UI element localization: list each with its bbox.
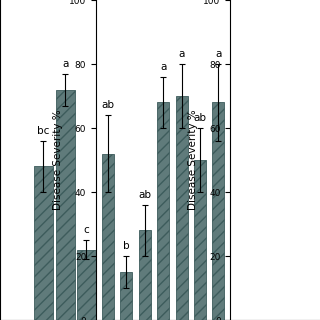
Text: ab: ab	[101, 100, 115, 110]
Bar	[194, 160, 206, 320]
Text: a: a	[178, 49, 185, 59]
Bar	[56, 90, 75, 320]
Bar	[77, 250, 96, 320]
Text: a: a	[215, 49, 221, 59]
Bar	[34, 166, 53, 320]
Text: a: a	[160, 62, 166, 72]
Bar	[121, 272, 132, 320]
Y-axis label: Disease Severity %: Disease Severity %	[53, 110, 63, 210]
Bar	[157, 102, 169, 320]
Bar	[102, 154, 114, 320]
Bar	[139, 230, 151, 320]
Text: ab: ab	[138, 190, 151, 200]
Text: a: a	[62, 59, 68, 69]
Bar	[212, 102, 224, 320]
Bar	[176, 96, 188, 320]
Y-axis label: Disease Severity %: Disease Severity %	[188, 110, 198, 210]
Text: c: c	[84, 225, 89, 235]
Text: bc: bc	[37, 126, 49, 136]
Text: b: b	[123, 241, 130, 251]
Text: ab: ab	[194, 113, 206, 123]
